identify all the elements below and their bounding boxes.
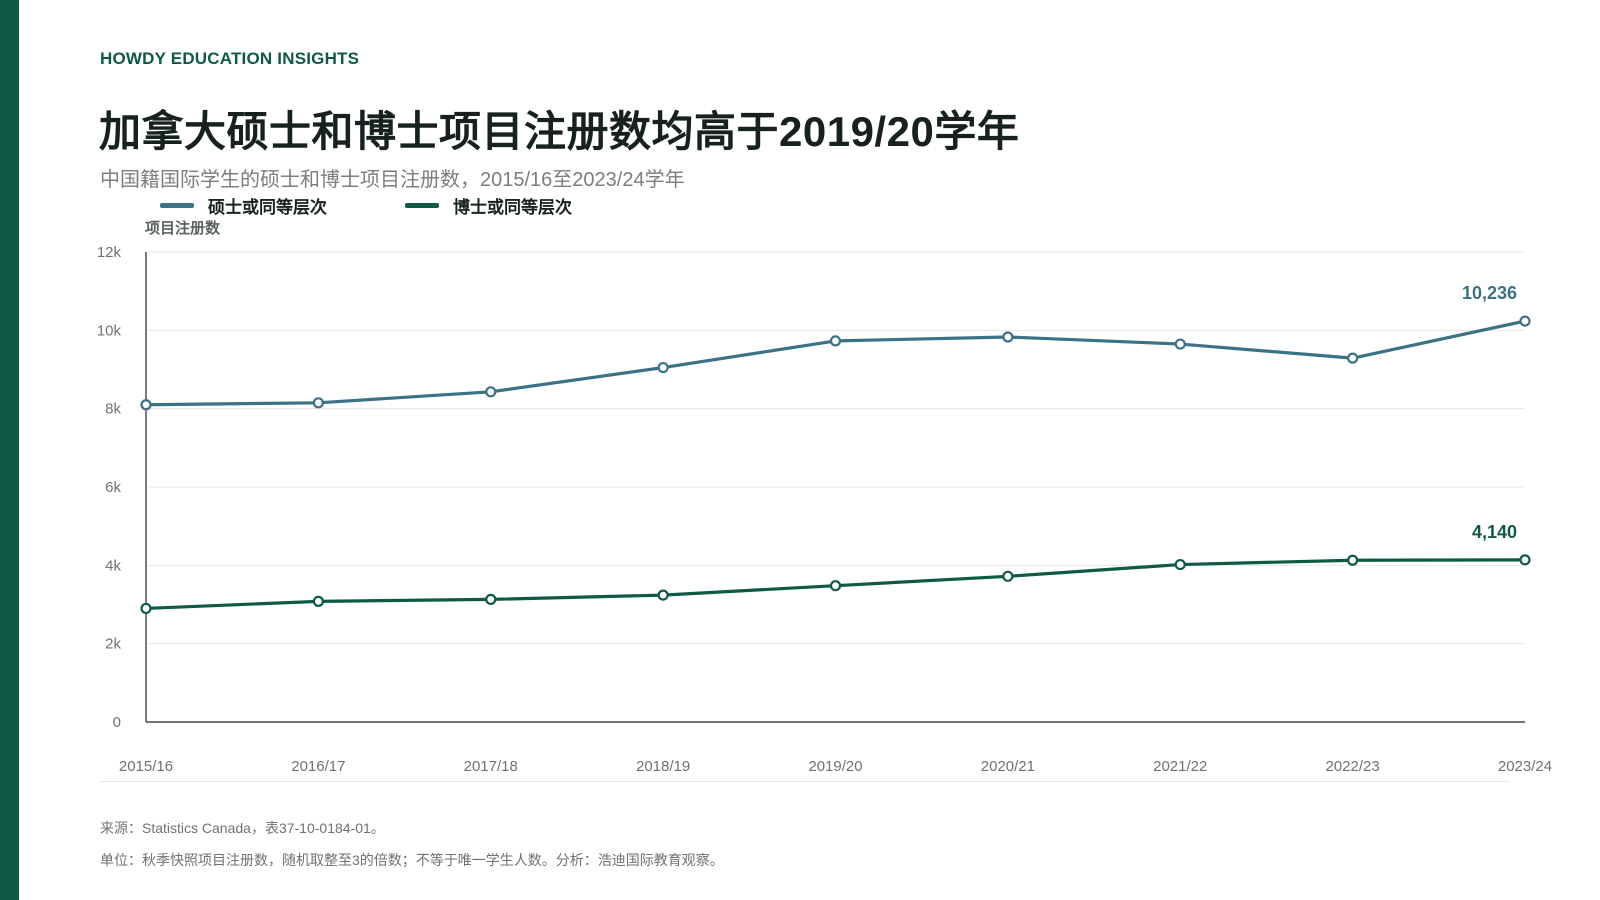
y-tick-label: 10k xyxy=(97,322,122,339)
x-tick-label: 2019/20 xyxy=(808,758,862,775)
x-tick-label: 2015/16 xyxy=(119,758,173,775)
x-tick-label: 2018/19 xyxy=(636,758,690,775)
data-point xyxy=(1347,554,1359,566)
x-tick-label: 2023/24 xyxy=(1498,758,1552,775)
end-value-label: 4,140 xyxy=(1472,522,1517,542)
y-tick-label: 4k xyxy=(105,557,121,574)
legend-item-masters: 硕士或同等层次 xyxy=(160,193,327,218)
data-point xyxy=(1519,315,1531,327)
footer-divider xyxy=(100,781,1510,782)
y-tick-label: 6k xyxy=(105,479,121,496)
y-tick-label: 12k xyxy=(97,244,122,261)
data-point xyxy=(1002,331,1014,343)
x-tick-label: 2016/17 xyxy=(291,758,345,775)
data-point xyxy=(312,595,324,607)
data-point xyxy=(1174,338,1186,350)
legend-item-doctoral: 博士或同等层次 xyxy=(405,193,572,218)
x-tick-label: 2021/22 xyxy=(1153,758,1207,775)
data-point xyxy=(1174,558,1186,571)
data-point xyxy=(1519,554,1531,566)
brand-label: HOWDY EDUCATION INSIGHTS xyxy=(100,49,360,68)
data-point xyxy=(485,593,497,606)
data-point xyxy=(312,397,324,409)
chart-legend: 硕士或同等层次 博士或同等层次 xyxy=(160,193,572,218)
legend-label-masters: 硕士或同等层次 xyxy=(208,198,327,217)
data-point xyxy=(1347,352,1359,364)
legend-swatch-masters xyxy=(160,203,194,208)
end-value-label: 10,236 xyxy=(1462,283,1517,303)
y-axis-label: 项目注册数 xyxy=(145,220,221,237)
chart-subtitle: 中国籍国际学生的硕士和博士项目注册数，2015/16至2023/24学年 xyxy=(100,169,685,191)
source-note: 来源：Statistics Canada，表37-10-0184-01。 xyxy=(100,820,385,836)
data-point xyxy=(657,589,669,601)
x-tick-label: 2017/18 xyxy=(464,758,518,775)
data-point xyxy=(829,580,842,592)
y-tick-label: 8k xyxy=(105,401,121,418)
data-point xyxy=(140,602,152,615)
data-point xyxy=(140,399,152,411)
chart-title: 加拿大硕士和博士项目注册数均高于2019/20学年 xyxy=(99,108,1020,155)
data-point xyxy=(1002,570,1014,582)
left-accent-bar xyxy=(0,0,19,900)
y-tick-label: 2k xyxy=(105,636,121,653)
x-tick-label: 2020/21 xyxy=(981,758,1035,775)
legend-swatch-doctoral xyxy=(405,203,439,208)
x-tick-label: 2022/23 xyxy=(1326,758,1380,775)
data-point xyxy=(657,361,669,374)
series-line-masters xyxy=(144,319,1527,407)
legend-label-doctoral: 博士或同等层次 xyxy=(453,198,572,217)
data-point xyxy=(829,335,842,347)
y-tick-label: 0 xyxy=(113,714,121,731)
unit-note: 单位：秋季快照项目注册数，随机取整至3的倍数；不等于唯一学生人数。分析：浩迪国际… xyxy=(100,852,724,868)
data-point xyxy=(485,386,497,398)
